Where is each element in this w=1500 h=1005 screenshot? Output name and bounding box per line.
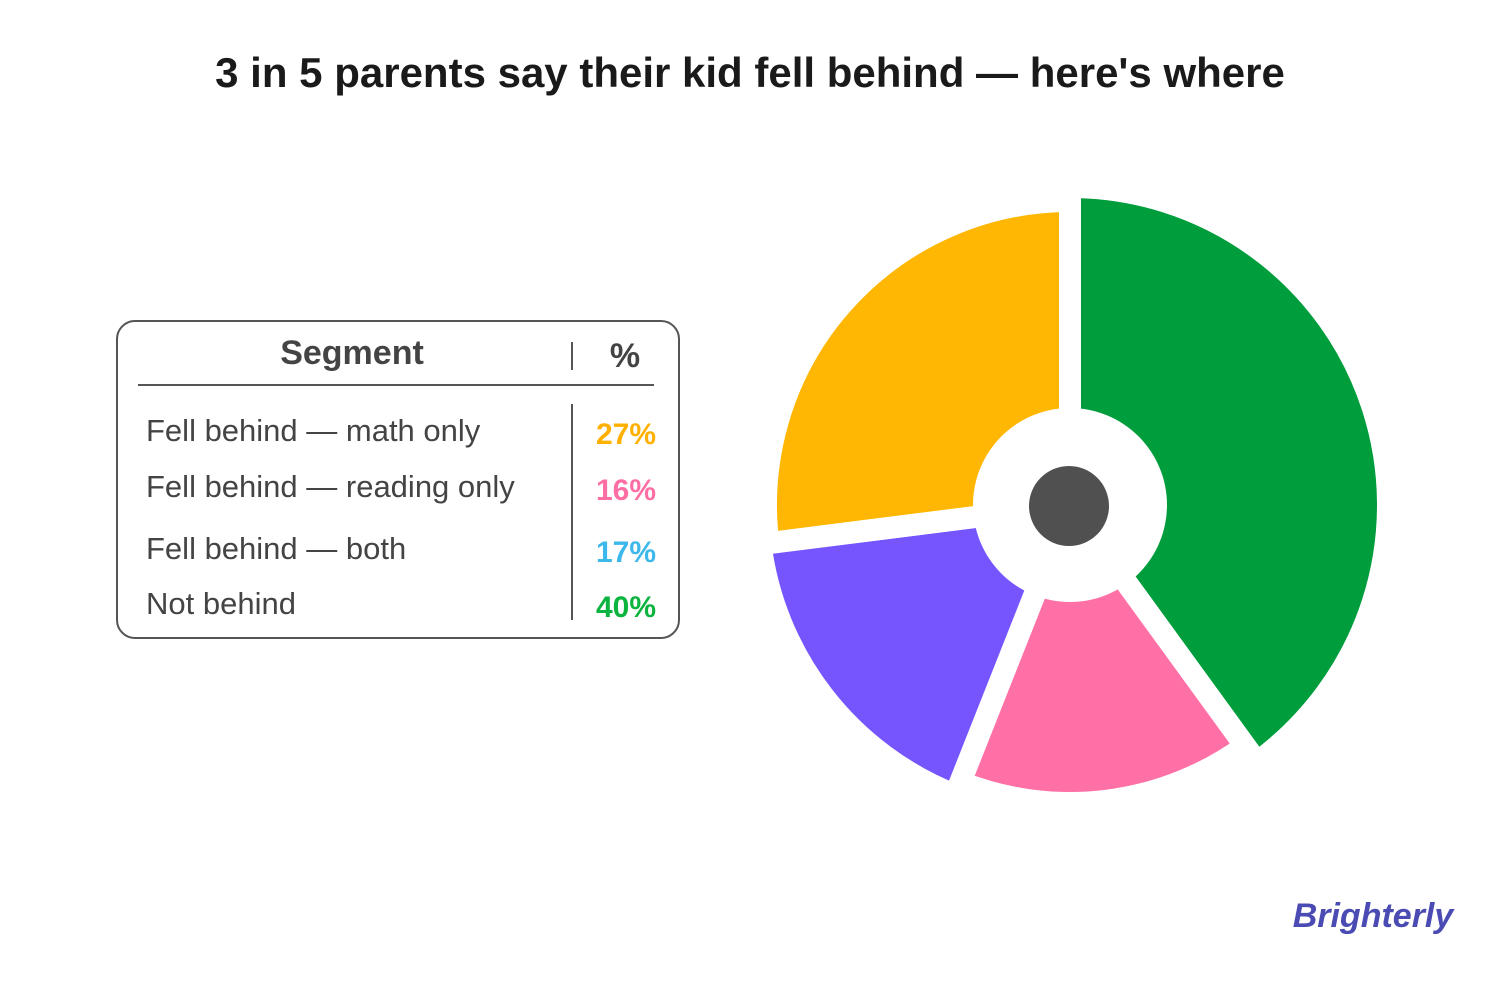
legend-label: Fell behind — reading only bbox=[146, 469, 515, 504]
legend-label: Fell behind — math only bbox=[146, 413, 481, 448]
legend-value: 27% bbox=[596, 418, 656, 451]
legend-box bbox=[116, 320, 680, 639]
legend-value: 16% bbox=[596, 474, 656, 507]
center-dot bbox=[1029, 466, 1109, 546]
pie-slice bbox=[748, 491, 1088, 810]
chart-title: 3 in 5 parents say their kid fell behind… bbox=[215, 49, 1285, 96]
legend-value: 40% bbox=[596, 591, 656, 624]
legend-value: 17% bbox=[596, 536, 656, 569]
pie-slice bbox=[946, 482, 1261, 814]
brand-logo: Brighterly bbox=[1293, 897, 1456, 935]
legend-label: Not behind bbox=[146, 586, 296, 621]
legend-header: Segment bbox=[280, 334, 424, 372]
pie-slice bbox=[1059, 175, 1399, 778]
legend-label: Fell behind — both bbox=[146, 531, 406, 566]
legend-header: % bbox=[610, 337, 640, 375]
